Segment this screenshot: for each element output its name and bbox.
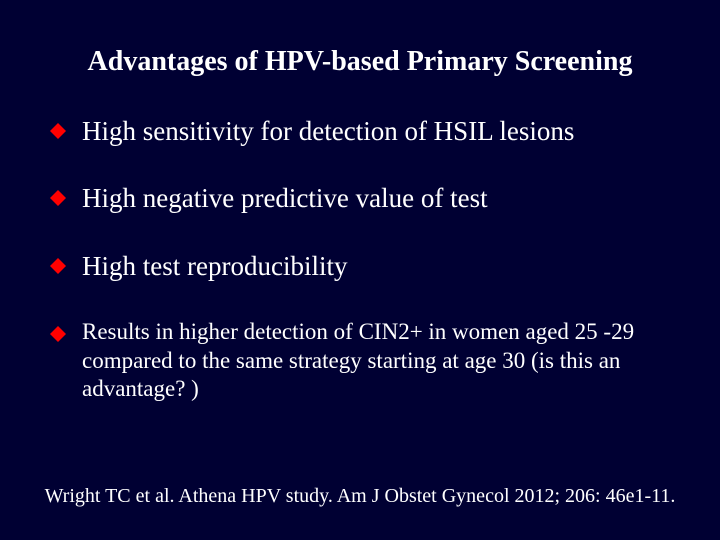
list-item: Results in higher detection of CIN2+ in … bbox=[50, 318, 670, 404]
diamond-icon bbox=[50, 123, 66, 139]
slide: Advantages of HPV-based Primary Screenin… bbox=[0, 0, 720, 540]
list-item: High test reproducibility bbox=[50, 250, 670, 284]
diamond-icon bbox=[50, 326, 66, 342]
bullet-text: High sensitivity for detection of HSIL l… bbox=[82, 115, 670, 149]
slide-title: Advantages of HPV-based Primary Screenin… bbox=[50, 45, 670, 79]
list-item: High sensitivity for detection of HSIL l… bbox=[50, 115, 670, 149]
citation: Wright TC et al. Athena HPV study. Am J … bbox=[0, 484, 720, 508]
diamond-icon bbox=[50, 258, 66, 274]
bullet-text: Results in higher detection of CIN2+ in … bbox=[82, 318, 670, 404]
diamond-icon bbox=[50, 190, 66, 206]
bullet-text: High test reproducibility bbox=[82, 250, 670, 284]
bullet-text: High negative predictive value of test bbox=[82, 182, 670, 216]
list-item: High negative predictive value of test bbox=[50, 182, 670, 216]
bullet-list: High sensitivity for detection of HSIL l… bbox=[50, 115, 670, 405]
